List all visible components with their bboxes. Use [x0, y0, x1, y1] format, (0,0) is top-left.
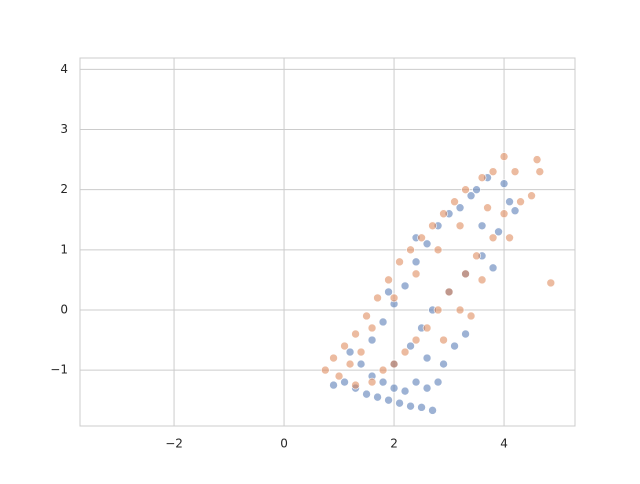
point: [400, 281, 410, 291]
point: [422, 383, 432, 393]
point: [505, 233, 514, 243]
point: [433, 305, 443, 315]
point: [373, 392, 382, 402]
point: [411, 335, 421, 345]
point: [400, 386, 410, 396]
point: [395, 398, 404, 408]
point: [439, 359, 448, 369]
point: [422, 353, 432, 363]
point: [389, 359, 399, 369]
y-tick-label: −1: [50, 363, 68, 377]
point: [461, 185, 470, 194]
point: [356, 347, 366, 357]
point: [367, 335, 377, 345]
point: [450, 341, 459, 351]
point: [499, 209, 509, 219]
point: [466, 311, 476, 321]
point: [406, 245, 415, 255]
y-tick-label: 3: [60, 122, 68, 136]
x-tick-label: −2: [165, 437, 183, 451]
point: [384, 395, 393, 405]
point: [439, 209, 448, 219]
point: [384, 287, 393, 297]
point: [483, 203, 492, 213]
point: [472, 251, 481, 261]
point: [406, 401, 415, 411]
point: [356, 359, 366, 369]
point: [417, 233, 426, 243]
point: [329, 353, 338, 363]
point: [450, 197, 459, 207]
point: [362, 311, 371, 321]
point: [378, 377, 388, 387]
point: [351, 380, 360, 390]
point: [455, 203, 465, 213]
point: [411, 377, 421, 387]
point: [455, 221, 465, 231]
point: [411, 269, 421, 279]
point: [384, 275, 393, 285]
plot-frame: [79, 57, 576, 427]
point: [428, 406, 437, 415]
y-tick-label: 1: [60, 242, 68, 256]
point: [488, 263, 498, 273]
point: [439, 335, 448, 345]
x-tick-label: 2: [390, 437, 398, 451]
point: [373, 293, 382, 303]
point: [340, 341, 349, 351]
point: [505, 197, 514, 207]
point: [532, 155, 542, 164]
point: [455, 305, 465, 315]
point: [428, 221, 437, 231]
point: [535, 167, 545, 176]
point: [395, 257, 404, 267]
point: [477, 221, 487, 231]
point: [351, 329, 360, 339]
point: [499, 179, 509, 188]
point: [417, 403, 426, 412]
point: [516, 197, 525, 207]
point: [320, 365, 330, 375]
point: [400, 347, 410, 357]
point: [334, 371, 344, 381]
point: [488, 233, 498, 243]
point: [494, 227, 503, 237]
x-tick-label: 4: [500, 437, 508, 451]
point: [367, 323, 377, 333]
y-tick-label: 0: [60, 302, 68, 316]
point: [345, 359, 355, 369]
point: [510, 206, 520, 216]
y-tick-label: 2: [60, 182, 68, 196]
point: [378, 317, 388, 327]
point: [444, 287, 454, 297]
point: [527, 191, 536, 200]
point: [488, 167, 498, 176]
point: [433, 377, 443, 387]
point: [378, 365, 388, 375]
point: [389, 383, 399, 393]
point: [477, 173, 487, 182]
x-tick-label: 0: [280, 437, 288, 451]
point: [466, 191, 476, 200]
point: [362, 389, 371, 399]
y-tick-label: 4: [60, 62, 68, 76]
point: [546, 278, 556, 288]
point: [472, 185, 481, 194]
point: [477, 275, 487, 285]
point: [461, 329, 470, 339]
point: [433, 245, 443, 255]
point: [345, 347, 355, 357]
point: [499, 152, 509, 161]
point: [406, 341, 415, 351]
point: [367, 377, 377, 387]
point: [461, 269, 470, 279]
point: [389, 293, 399, 303]
point: [329, 380, 338, 390]
point: [422, 239, 432, 249]
point: [422, 323, 432, 333]
point: [411, 257, 421, 267]
point: [510, 167, 520, 176]
point: [340, 377, 349, 387]
